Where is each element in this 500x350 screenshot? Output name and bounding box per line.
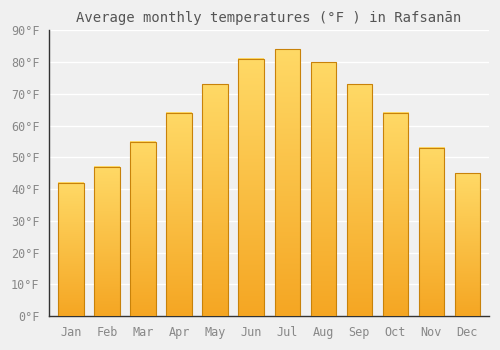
Bar — [418, 148, 444, 316]
Bar — [274, 49, 299, 316]
Bar — [202, 84, 228, 316]
Bar — [382, 113, 408, 316]
Bar — [130, 141, 156, 316]
Bar — [310, 62, 336, 316]
Bar — [238, 59, 264, 316]
Bar — [58, 183, 84, 316]
Bar — [166, 113, 192, 316]
Bar — [94, 167, 120, 316]
Bar — [346, 84, 372, 316]
Title: Average monthly temperatures (°F ) in Rafsanān: Average monthly temperatures (°F ) in Ra… — [76, 11, 462, 25]
Bar — [454, 173, 480, 316]
